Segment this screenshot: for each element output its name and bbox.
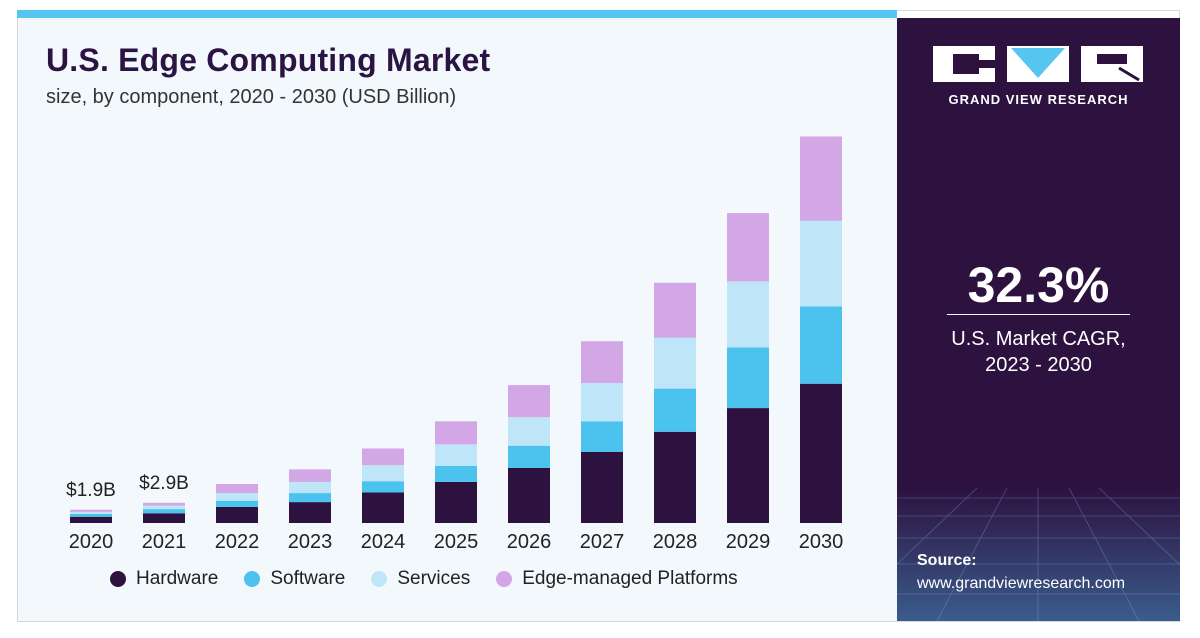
bar-edge-managed-platforms-2029 xyxy=(727,213,769,282)
chart-legend: Hardware Software Services Edge-managed … xyxy=(110,568,738,590)
bar-software-2024 xyxy=(362,481,404,493)
source-label: Source: xyxy=(917,552,977,569)
bar-services-2023 xyxy=(289,481,331,494)
cagr-label: U.S. Market CAGR, 2023 - 2030 xyxy=(897,326,1180,378)
chart-subtitle: size, by component, 2020 - 2030 (USD Bil… xyxy=(46,86,457,108)
bar-software-2027 xyxy=(581,421,623,452)
bar-services-2027 xyxy=(581,383,623,422)
x-tick-label-2026: 2026 xyxy=(507,531,552,553)
cagr-label-line2: 2023 - 2030 xyxy=(985,354,1092,376)
x-tick-label-2029: 2029 xyxy=(726,531,771,553)
cagr-label-line1: U.S. Market CAGR, xyxy=(951,328,1126,350)
bar-hardware-2025 xyxy=(435,481,477,523)
legend-item-services: Services xyxy=(371,568,470,590)
x-tick-label-2025: 2025 xyxy=(434,531,479,553)
bar-hardware-2020 xyxy=(70,516,112,523)
bar-services-2029 xyxy=(727,281,769,348)
legend-item-software: Software xyxy=(244,568,345,590)
bar-software-2022 xyxy=(216,500,258,507)
x-tick-label-2021: 2021 xyxy=(142,531,187,553)
bar-edge-managed-platforms-2023 xyxy=(289,469,331,482)
legend-item-platforms: Edge-managed Platforms xyxy=(496,568,738,590)
bar-edge-managed-platforms-2030 xyxy=(800,136,842,221)
bar-edge-managed-platforms-2020 xyxy=(70,509,112,512)
side-panel: GRAND VIEW RESEARCH 32.3% U.S. Market CA… xyxy=(897,18,1180,621)
bar-hardware-2023 xyxy=(289,502,331,523)
chart-title: U.S. Edge Computing Market xyxy=(46,42,491,78)
bar-edge-managed-platforms-2026 xyxy=(508,385,550,418)
bar-hardware-2028 xyxy=(654,431,696,523)
x-tick-label-2027: 2027 xyxy=(580,531,625,553)
bar-hardware-2030 xyxy=(800,383,842,523)
data-label-2021: $2.9B xyxy=(139,473,189,494)
bar-services-2025 xyxy=(435,444,477,466)
bar-software-2026 xyxy=(508,445,550,468)
legend-label-platforms: Edge-managed Platforms xyxy=(522,568,738,589)
legend-swatch-software xyxy=(244,571,261,587)
x-tick-label-2030: 2030 xyxy=(799,531,844,553)
bar-services-2020 xyxy=(70,511,112,514)
bar-edge-managed-platforms-2024 xyxy=(362,448,404,466)
bar-software-2025 xyxy=(435,465,477,482)
legend-label-hardware: Hardware xyxy=(136,568,219,589)
data-label-2020: $1.9B xyxy=(66,480,116,501)
bar-hardware-2021 xyxy=(143,513,185,523)
bar-hardware-2024 xyxy=(362,492,404,523)
bar-software-2023 xyxy=(289,493,331,503)
x-tick-label-2028: 2028 xyxy=(653,531,698,553)
legend-swatch-hardware xyxy=(110,571,126,587)
x-tick-label-2020: 2020 xyxy=(69,531,114,553)
bar-services-2026 xyxy=(508,417,550,446)
bar-services-2021 xyxy=(143,505,185,510)
accent-bar xyxy=(17,10,897,18)
legend-item-hardware: Hardware xyxy=(110,568,218,590)
legend-swatch-platforms xyxy=(496,571,513,587)
bar-hardware-2029 xyxy=(727,408,769,523)
x-tick-label-2024: 2024 xyxy=(361,531,406,553)
bar-hardware-2022 xyxy=(216,506,258,523)
bar-software-2021 xyxy=(143,509,185,514)
legend-label-software: Software xyxy=(270,568,346,589)
bar-edge-managed-platforms-2022 xyxy=(216,484,258,494)
bar-software-2028 xyxy=(654,388,696,432)
legend-label-services: Services xyxy=(397,568,471,589)
bar-software-2029 xyxy=(727,347,769,409)
x-tick-label-2023: 2023 xyxy=(288,531,333,553)
bar-software-2030 xyxy=(800,306,842,384)
bar-services-2022 xyxy=(216,493,258,501)
bar-services-2024 xyxy=(362,465,404,482)
gvr-logo xyxy=(933,46,1143,82)
bar-edge-managed-platforms-2021 xyxy=(143,502,185,506)
source-url: www.grandviewresearch.com xyxy=(917,575,1126,592)
bar-software-2020 xyxy=(70,513,112,517)
bar-edge-managed-platforms-2027 xyxy=(581,341,623,384)
bar-services-2028 xyxy=(654,337,696,389)
bar-hardware-2027 xyxy=(581,451,623,523)
cagr-divider xyxy=(947,314,1130,315)
grid-decoration xyxy=(897,488,1180,621)
cagr-value: 32.3% xyxy=(967,257,1110,313)
bar-edge-managed-platforms-2025 xyxy=(435,421,477,445)
bar-edge-managed-platforms-2028 xyxy=(654,282,696,338)
legend-swatch-services xyxy=(371,571,388,587)
stacked-bar-chart: 2020 $1.9B 2021 $2.9B 2022 2023 2024 2025 2026 20… xyxy=(66,136,844,553)
bar-hardware-2026 xyxy=(508,467,550,523)
x-tick-label-2022: 2022 xyxy=(215,531,260,553)
bar-services-2030 xyxy=(800,220,842,307)
brand-name: GRAND VIEW RESEARCH xyxy=(948,92,1129,107)
